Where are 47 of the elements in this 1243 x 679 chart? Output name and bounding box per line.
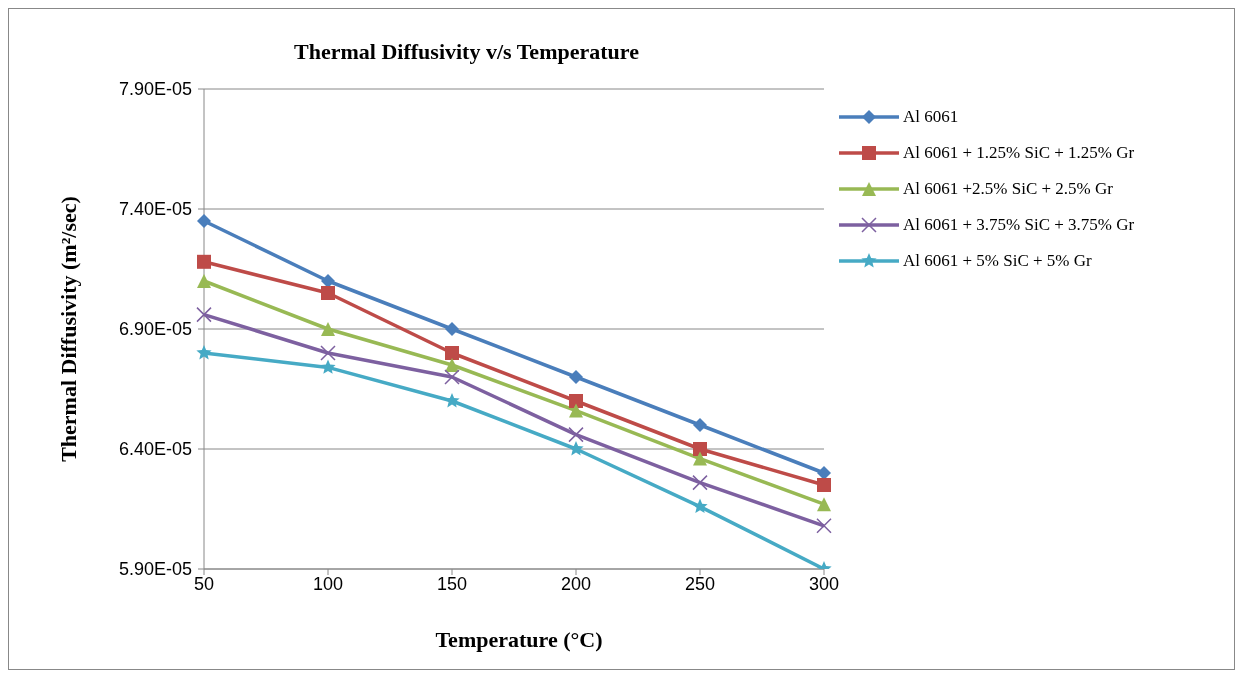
y-tick-label: 7.40E-05 bbox=[118, 199, 192, 219]
point bbox=[445, 358, 459, 372]
point bbox=[444, 369, 460, 385]
point bbox=[197, 274, 211, 288]
point bbox=[817, 478, 831, 492]
point bbox=[816, 518, 832, 534]
x-tick-label: 100 bbox=[312, 573, 344, 594]
point bbox=[445, 346, 459, 360]
point bbox=[568, 441, 584, 456]
y-tick-label: 6.90E-05 bbox=[118, 319, 192, 339]
point bbox=[197, 254, 211, 269]
y-axis-title: Thermal Diffusivity (m²/sec) bbox=[56, 196, 82, 462]
point bbox=[196, 345, 212, 360]
x-tick-label: 50 bbox=[193, 573, 215, 594]
point bbox=[568, 426, 584, 443]
x-tick-label: 150 bbox=[436, 573, 468, 594]
point bbox=[569, 403, 583, 418]
point bbox=[693, 451, 707, 466]
y-tick-label: 5.90E-05 bbox=[118, 559, 192, 579]
point bbox=[321, 286, 335, 300]
y-tick-label: 7.90E-05 bbox=[118, 79, 192, 99]
y-tick-label: 6.40E-05 bbox=[118, 439, 192, 459]
point bbox=[817, 497, 831, 512]
point bbox=[321, 322, 335, 336]
legend-label: Al 6061 + 5% SiC + 5% Gr bbox=[903, 250, 1092, 272]
point bbox=[445, 322, 459, 336]
legend-label: Al 6061 +2.5% SiC + 2.5% Gr bbox=[903, 178, 1113, 200]
x-tick-label: 300 bbox=[808, 573, 840, 594]
point bbox=[692, 498, 708, 514]
point bbox=[569, 394, 583, 408]
point bbox=[320, 345, 336, 361]
point bbox=[197, 214, 211, 228]
point bbox=[693, 442, 707, 456]
legend-label: Al 6061 bbox=[903, 106, 959, 128]
legend-label: Al 6061 + 1.25% SiC + 1.25% Gr bbox=[903, 142, 1135, 164]
point bbox=[817, 466, 831, 480]
point bbox=[196, 306, 212, 323]
point bbox=[692, 474, 708, 491]
point bbox=[569, 370, 583, 384]
x-axis-title: Temperature (°C) bbox=[434, 627, 604, 653]
chart-title: Thermal Diffusivity v/s Temperature bbox=[293, 39, 640, 65]
legend-label: Al 6061 + 3.75% SiC + 3.75% Gr bbox=[903, 214, 1135, 236]
x-tick-label: 200 bbox=[560, 573, 592, 594]
point bbox=[320, 359, 336, 374]
point bbox=[321, 274, 335, 288]
point bbox=[693, 418, 707, 432]
x-tick-label: 250 bbox=[684, 573, 716, 594]
